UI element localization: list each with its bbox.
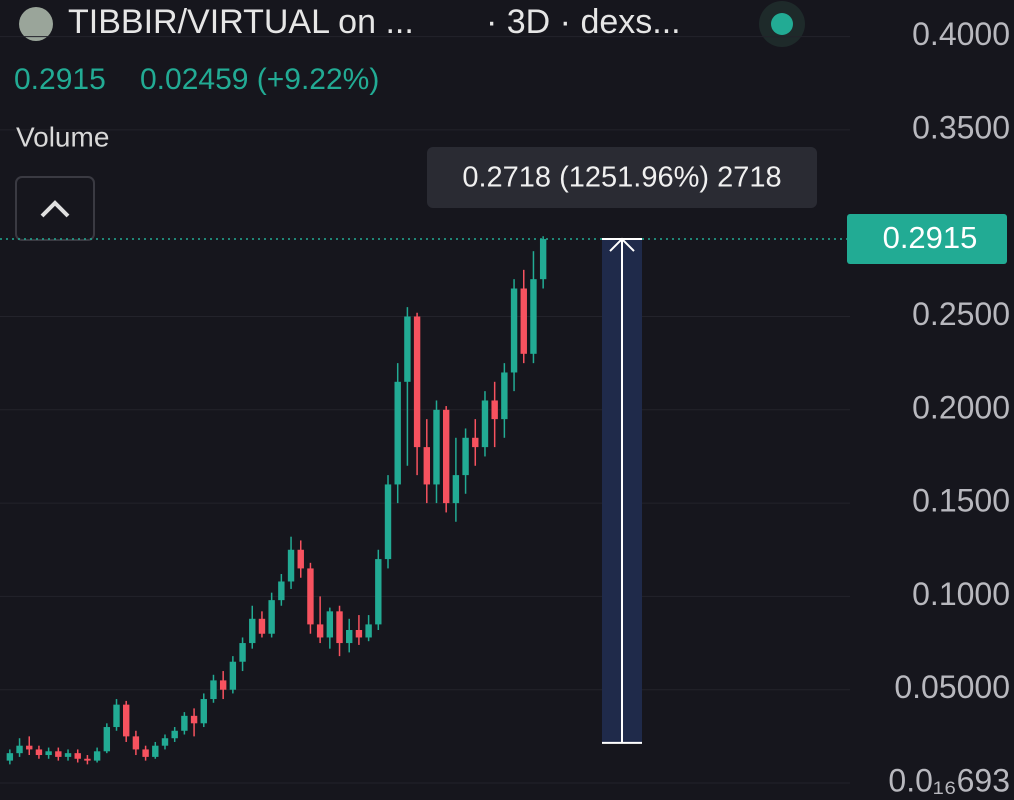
candle-body bbox=[520, 288, 527, 354]
candle-body bbox=[132, 736, 140, 750]
header-change: 0.02459 (+9.22%) bbox=[140, 63, 379, 96]
candle-body bbox=[142, 749, 149, 757]
candle-body bbox=[123, 704, 130, 737]
y-tick-label: 0.1000 bbox=[912, 576, 1010, 612]
last-price-box bbox=[847, 214, 1007, 265]
y-tick-label: 0.1500 bbox=[912, 483, 1010, 519]
last-price-label: 0.2915 bbox=[883, 220, 978, 255]
candle-body bbox=[307, 568, 314, 625]
candle-body bbox=[161, 738, 169, 746]
candle-body bbox=[394, 381, 401, 485]
candle-body bbox=[268, 600, 275, 634]
candle-body bbox=[84, 758, 91, 761]
candle-body bbox=[481, 400, 489, 448]
y-tick-label: 0.3500 bbox=[912, 109, 1010, 145]
candle-body bbox=[26, 745, 33, 750]
candle-body bbox=[326, 611, 334, 638]
candle-body bbox=[491, 400, 498, 420]
candle-body bbox=[501, 372, 508, 420]
measure-label: 0.2718 (1251.96%) 2718 bbox=[462, 162, 781, 194]
header-price: 0.2915 bbox=[14, 63, 106, 96]
chart-title: TIBBIR/VIRTUAL on ... bbox=[68, 3, 414, 41]
y-tick-label: 0.05000 bbox=[894, 669, 1010, 705]
status-dot bbox=[771, 13, 793, 35]
measure-tooltip bbox=[427, 147, 817, 208]
candle-body bbox=[336, 611, 343, 644]
candle-body bbox=[152, 745, 159, 757]
candle-body bbox=[16, 745, 23, 754]
candle-body bbox=[278, 581, 285, 601]
candle-body bbox=[530, 279, 537, 354]
candle-body bbox=[365, 624, 372, 638]
candle-body bbox=[539, 239, 547, 280]
candle-body bbox=[45, 751, 52, 756]
candle-body bbox=[93, 751, 101, 761]
candle-body bbox=[219, 680, 227, 690]
y-tick-label: 0.2500 bbox=[912, 296, 1010, 332]
measure-arrowhead bbox=[609, 237, 635, 252]
candle-body bbox=[413, 316, 421, 448]
candle-body bbox=[442, 409, 450, 504]
candle-body bbox=[210, 680, 217, 700]
candle-body bbox=[375, 559, 382, 625]
candle-body bbox=[258, 618, 266, 634]
collapse-button[interactable] bbox=[15, 176, 95, 241]
candle-body bbox=[35, 749, 43, 756]
candle-body bbox=[384, 484, 392, 560]
candle-body bbox=[6, 753, 14, 761]
candle-body bbox=[346, 629, 353, 644]
indicator-label: Volume bbox=[16, 121, 109, 152]
candle-body bbox=[287, 549, 295, 582]
candle-body bbox=[404, 316, 411, 382]
candle-body bbox=[171, 730, 178, 739]
candle-body bbox=[355, 629, 363, 638]
chevron-up bbox=[40, 200, 70, 218]
y-tick-label: 0.0₁₆693 bbox=[888, 762, 1010, 798]
candle-body bbox=[103, 727, 111, 752]
candle-body bbox=[55, 751, 62, 757]
candle-body bbox=[510, 288, 518, 373]
candle-body bbox=[249, 618, 256, 644]
candle-body bbox=[297, 549, 304, 569]
candle-body bbox=[64, 753, 72, 757]
candle-body bbox=[113, 704, 120, 728]
candle-body bbox=[190, 715, 198, 724]
candle-body bbox=[239, 643, 246, 662]
candle-body bbox=[229, 661, 237, 690]
candle-body bbox=[316, 624, 324, 638]
candle-body bbox=[181, 715, 188, 731]
y-tick-label: 0.2000 bbox=[912, 389, 1010, 425]
candle-body bbox=[423, 447, 430, 485]
token-icon bbox=[19, 7, 53, 41]
y-tick-label: 0.4000 bbox=[912, 16, 1010, 52]
candle-body bbox=[472, 437, 479, 448]
candle-body bbox=[433, 409, 440, 485]
candle-body bbox=[462, 437, 469, 476]
candle-body bbox=[452, 475, 460, 504]
chart-subtitle: · 3D · dexs... bbox=[486, 3, 681, 41]
candle-body bbox=[200, 699, 207, 724]
candle-body bbox=[74, 753, 81, 759]
